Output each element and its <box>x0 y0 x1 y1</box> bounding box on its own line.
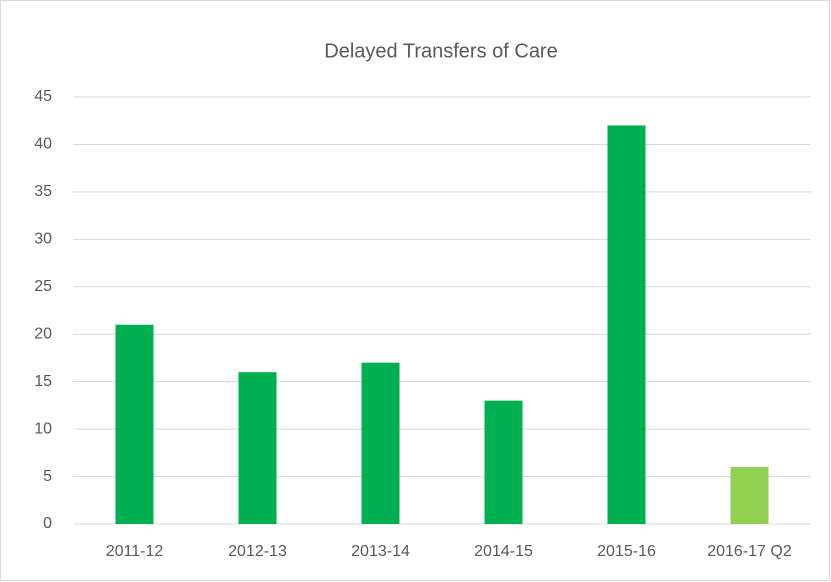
x-tick-label: 2011-12 <box>106 543 164 560</box>
y-tick-label: 5 <box>43 468 52 485</box>
x-tick-label: 2013-14 <box>351 543 410 560</box>
y-tick-label: 30 <box>34 231 52 248</box>
y-tick-label: 0 <box>43 515 52 532</box>
x-tick-label: 2012-13 <box>228 543 287 560</box>
bar <box>730 467 769 524</box>
bar <box>115 324 154 524</box>
chart-title: Delayed Transfers of Care <box>324 40 557 62</box>
y-tick-label: 35 <box>34 183 52 200</box>
x-tick-label: 2014-15 <box>474 543 533 560</box>
y-tick-label: 40 <box>34 136 52 153</box>
bar <box>238 372 277 524</box>
x-tick-label: 2015-16 <box>597 543 656 560</box>
bar <box>607 125 646 524</box>
y-tick-label: 45 <box>34 88 52 105</box>
bar <box>484 400 523 524</box>
y-tick-label: 25 <box>34 278 52 295</box>
bar <box>361 362 400 524</box>
y-tick-label: 15 <box>34 373 52 390</box>
x-tick-label: 2016-17 Q2 <box>707 543 792 560</box>
y-tick-label: 20 <box>34 325 52 342</box>
y-tick-label: 10 <box>34 420 52 437</box>
